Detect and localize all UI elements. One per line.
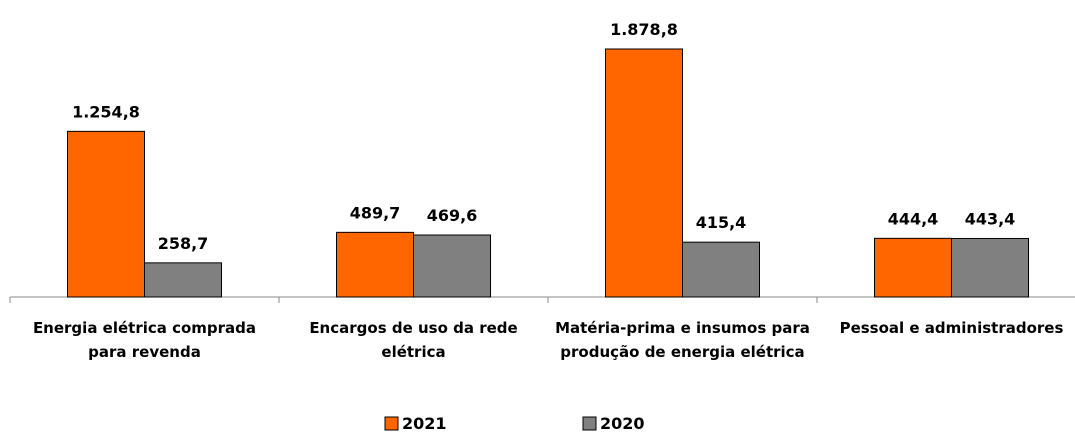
bar	[874, 237, 952, 298]
x-tick-label: Energia elétrica comprada para revenda	[32, 319, 257, 361]
data-label: 1.878,8	[610, 20, 678, 39]
bar	[605, 48, 683, 298]
legend-swatch	[384, 416, 399, 431]
x-tick-label: Encargos de uso da rede elétrica	[309, 319, 518, 361]
data-label: 469,6	[427, 206, 478, 225]
bar	[413, 234, 491, 298]
data-label: 258,7	[158, 234, 209, 253]
x-tick-label: Pessoal e administradores	[839, 319, 1064, 337]
data-label: 444,4	[888, 209, 939, 228]
bar	[682, 241, 760, 298]
bar	[144, 262, 222, 298]
bar	[336, 231, 414, 298]
data-label: 443,4	[965, 209, 1016, 228]
bar	[951, 237, 1029, 298]
data-label: 489,7	[350, 203, 401, 222]
data-label: 1.254,8	[72, 102, 140, 121]
legend-label: 2021	[402, 414, 447, 433]
data-label: 415,4	[696, 213, 747, 232]
legend-label: 2020	[600, 414, 645, 433]
x-tick-label: Matéria-prima e insumos para produção de…	[555, 319, 810, 361]
legend-swatch	[582, 416, 597, 431]
bar	[67, 130, 145, 298]
